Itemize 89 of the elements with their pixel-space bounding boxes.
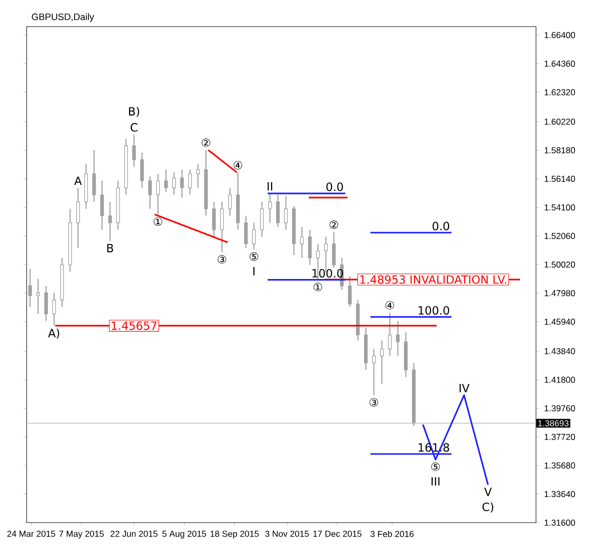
candlestick (260, 201, 264, 238)
candlestick (388, 312, 392, 356)
annotation: B (107, 244, 114, 252)
annotation: 1.48953 INVALIDATION LV. (360, 275, 506, 284)
y-tick-label: 1.52060 (544, 232, 576, 240)
candlestick (100, 180, 104, 230)
annotation: ⑤ (431, 462, 440, 472)
x-tick-label: 3 Feb 2016 (370, 530, 414, 538)
candlestick (268, 192, 272, 224)
candlestick (28, 268, 32, 308)
candlestick (284, 196, 288, 230)
candlestick (52, 292, 56, 326)
annotation: 1.45657 (112, 321, 156, 330)
annotation: ① (314, 282, 322, 292)
y-tick-label: 1.41800 (544, 376, 576, 383)
y-tick-label: 1.54100 (544, 204, 576, 210)
y-tick-label: 1.33640 (544, 491, 576, 498)
candlestick (244, 215, 248, 249)
y-tick-label: 1.56140 (544, 176, 576, 182)
x-tick-label: 22 Jun 2015 (110, 530, 158, 537)
candlestick (172, 172, 176, 196)
candlestick (188, 169, 192, 196)
candlestick (348, 276, 352, 308)
chart-title: GBPUSD,Daily (32, 13, 94, 22)
y-tick-label: 1.43840 (544, 348, 576, 354)
candlestick (44, 285, 48, 322)
annotation: A (74, 176, 82, 185)
y-tick-label: 1.58180 (544, 147, 576, 154)
annotation: ③ (370, 398, 378, 407)
x-tick-label: 3 Nov 2015 (265, 530, 309, 537)
annotation: ① (154, 217, 162, 226)
annotation: III (432, 477, 440, 486)
y-tick-label: 1.62320 (544, 89, 576, 96)
annotation: ④ (386, 301, 394, 310)
candlestick (252, 222, 256, 250)
candlestick (76, 187, 80, 249)
annotation: 100.0 (312, 269, 343, 278)
candlestick (276, 194, 280, 228)
y-tick-label: 1.39760 (544, 405, 576, 412)
annotation: B) (129, 106, 140, 117)
candlestick (380, 340, 384, 384)
annotation: ② (202, 138, 210, 148)
annotation: V (484, 488, 492, 496)
x-tick-label: 17 Dec 2015 (313, 530, 362, 537)
y-tick-label: 1.60220 (544, 118, 576, 125)
y-tick-label: 1.66400 (544, 32, 576, 38)
annotation: IV (460, 384, 470, 392)
candlestick (396, 320, 400, 356)
candlestick (228, 187, 232, 216)
candlestick (372, 348, 376, 396)
candlestick (308, 229, 312, 266)
y-tick-label: 1.64360 (544, 60, 576, 67)
candlestick (180, 169, 184, 198)
annotation: ② (330, 220, 338, 229)
annotation: I (253, 267, 254, 276)
candlestick (36, 278, 40, 314)
annotation: II (268, 182, 272, 190)
ref-line-label: 1.38693 (538, 420, 569, 426)
candlestick (108, 201, 112, 242)
annotation: A) (48, 328, 60, 339)
candlestick (332, 231, 336, 268)
annotation: 0.0 (432, 222, 450, 230)
candlestick (156, 173, 160, 215)
x-tick-label: 5 Aug 2015 (162, 530, 206, 539)
candlestick (196, 163, 200, 188)
candlestick (220, 201, 224, 253)
candlestick (300, 226, 304, 258)
annotation: ③ (218, 255, 226, 264)
annotation: C) (482, 502, 494, 513)
y-tick-label: 1.50020 (544, 262, 576, 268)
annotation: C (130, 123, 138, 132)
y-tick-label: 1.31600 (544, 520, 576, 526)
x-tick-label: 7 May 2015 (59, 530, 104, 539)
y-tick-label: 1.35680 (544, 462, 576, 469)
y-tick-label: 1.45940 (544, 318, 576, 325)
candlestick (164, 169, 168, 193)
candlestick (148, 176, 152, 210)
annotation: ④ (234, 160, 242, 170)
x-tick-label: 18 Sep 2015 (210, 530, 259, 539)
candlestick (140, 152, 144, 188)
candlestick (132, 134, 136, 168)
annotation: 0.0 (326, 182, 343, 192)
annotation: ⑤ (250, 252, 258, 261)
y-tick-label: 1.47980 (544, 290, 576, 296)
x-tick-label: 24 Mar 2015 (7, 530, 56, 537)
y-tick-label: 1.37720 (544, 434, 576, 440)
candlestick (92, 149, 96, 202)
annotation: 100.0 (418, 306, 450, 315)
candlestick (212, 201, 216, 238)
